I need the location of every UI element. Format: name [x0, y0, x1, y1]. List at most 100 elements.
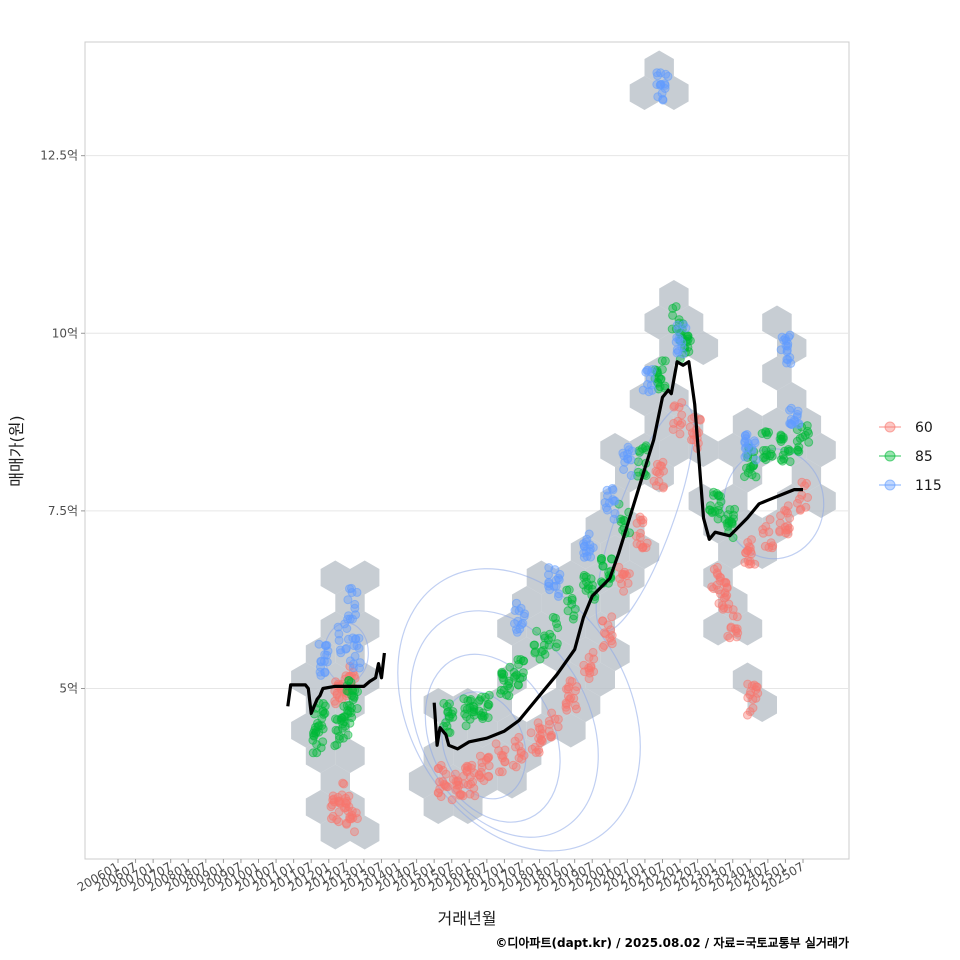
scatter-point-60: [441, 769, 451, 779]
scatter-point-60: [598, 642, 608, 652]
scatter-point-60: [657, 461, 666, 471]
scatter-point-85: [343, 705, 353, 715]
density-contour: [723, 448, 825, 560]
scatter-point-60: [584, 665, 594, 675]
scatter-point-115: [601, 503, 611, 513]
scatter-point-60: [658, 483, 668, 493]
scatter-point-85: [308, 748, 318, 758]
scatter-point-60: [783, 521, 793, 531]
scatter-point-60: [641, 543, 651, 553]
hexbin-cell: [718, 535, 748, 569]
scatter-point-85: [761, 455, 771, 464]
scatter-point-60: [649, 476, 659, 486]
scatter-point-115: [544, 577, 554, 587]
scatter-point-85: [352, 704, 362, 713]
scatter-point-85: [803, 426, 813, 436]
hexbin-cell: [806, 484, 836, 518]
scatter-point-85: [794, 447, 804, 457]
scatter-point-115: [350, 603, 360, 613]
scatter-point-60: [435, 777, 445, 787]
hexbin-cell: [305, 739, 336, 773]
scatter-point-115: [638, 385, 648, 395]
scatter-point-85: [569, 611, 579, 621]
scatter-point-115: [653, 92, 663, 102]
scatter-point-60: [632, 518, 642, 528]
scatter-point-60: [470, 791, 480, 801]
scatter-point-115: [672, 345, 682, 355]
scatter-point-115: [652, 68, 662, 78]
scatter-point-115: [316, 657, 326, 667]
scatter-point-85: [707, 507, 717, 517]
scatter-point-60: [341, 793, 351, 803]
hexbin-cell: [556, 560, 586, 595]
legend-label-115: 115: [915, 478, 942, 494]
scatter-point-60: [450, 769, 460, 779]
scatter-point-60: [730, 624, 740, 634]
hexbin-cell: [423, 790, 454, 824]
hexbin-cell: [762, 356, 792, 391]
scatter-point-60: [780, 505, 790, 515]
scatter-point-60: [748, 694, 758, 704]
x-axis-ticks: 2006012006072007012007072008012008072009…: [75, 859, 807, 895]
scatter-point-85: [563, 596, 573, 606]
hexbin-cell: [732, 407, 763, 442]
scatter-point-115: [602, 485, 612, 495]
scatter-point-85: [657, 356, 667, 366]
scatter-point-60: [785, 513, 795, 523]
scatter-point-60: [545, 732, 555, 742]
scatter-point-115: [343, 595, 353, 605]
scatter-point-115: [584, 529, 594, 539]
scatter-point-85: [709, 490, 718, 500]
hexbin-cell: [350, 560, 380, 595]
scatter-point-115: [681, 323, 691, 333]
scatter-point-85: [460, 703, 470, 713]
scatter-point-85: [579, 572, 589, 582]
scatter-point-115: [786, 414, 796, 424]
hexbin-cell: [732, 662, 763, 697]
legend-swatch-60: [884, 421, 896, 433]
scatter-point-85: [484, 690, 494, 700]
scatter-point-85: [562, 585, 572, 595]
scatter-point-85: [709, 487, 719, 497]
scatter-point-85: [532, 626, 542, 636]
y-tick-label: 5억: [59, 681, 78, 695]
scatter-point-115: [342, 624, 352, 633]
scatter-point-115: [323, 646, 333, 656]
hexbin-cell: [335, 739, 365, 773]
scatter-point-60: [797, 477, 807, 487]
scatter-point-115: [623, 454, 633, 464]
scatter-point-115: [579, 548, 589, 558]
hexbin-cell: [600, 637, 630, 671]
scatter-point-85: [535, 654, 545, 664]
scatter-point-60: [651, 481, 661, 491]
scatter-point-60: [677, 418, 687, 428]
scatter-point-60: [339, 779, 349, 789]
scatter-point-60: [500, 757, 510, 767]
scatter-point-85: [660, 381, 670, 391]
scatter-point-85: [660, 356, 670, 366]
scatter-point-85: [804, 437, 814, 447]
scatter-point-115: [751, 455, 761, 465]
scatter-point-60: [350, 827, 359, 837]
scatter-point-115: [315, 667, 325, 677]
scatter-point-60: [632, 539, 642, 549]
scatter-point-60: [326, 802, 336, 812]
legend-swatch-85: [884, 450, 896, 462]
scatter-point-85: [727, 518, 737, 528]
hexbin-cell: [732, 509, 763, 544]
scatter-point-85: [785, 457, 795, 467]
hexbin-cell: [644, 50, 674, 85]
scatter-point-85: [784, 447, 793, 456]
scatter-point-85: [668, 310, 678, 320]
scatter-point-60: [765, 515, 775, 524]
hexbin-cell: [320, 764, 350, 799]
scatter-point-115: [348, 633, 358, 643]
scatter-point-60: [607, 612, 617, 622]
legend-label-60: 60: [915, 420, 933, 436]
scatter-point-85: [722, 518, 732, 528]
scatter-point-60: [599, 628, 609, 638]
scatter-point-85: [519, 656, 529, 666]
hexbin-cell: [350, 815, 380, 850]
scatter-point-60: [510, 736, 520, 746]
scatter-point-60: [675, 429, 685, 439]
